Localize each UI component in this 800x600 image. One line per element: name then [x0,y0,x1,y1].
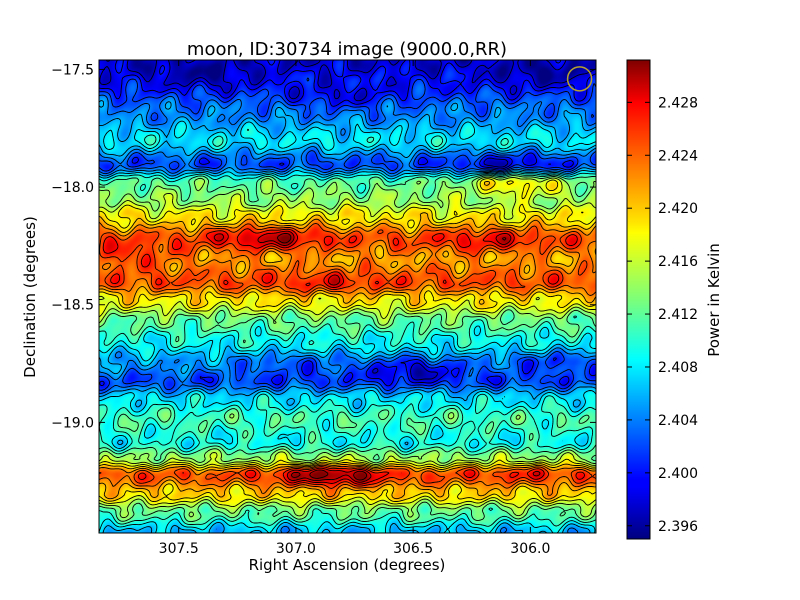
contour-line [99,120,596,533]
contour-line [99,176,596,509]
contour-line [213,230,541,483]
colorbar-tick-label: 2.424 [658,148,698,164]
y-axis-label: Declination (degrees) [21,216,39,378]
contour-line [99,178,596,503]
y-axis: −17.5 −18.0 −18.5 −19.0 [51,62,596,431]
y-tick-label: −18.5 [51,298,94,314]
x-axis-label: Right Ascension (degrees) [249,556,446,574]
x-axis: 307.5 307.0 306.5 306.0 [159,60,550,557]
contour-lines [99,60,596,533]
colorbar [626,59,651,540]
plot-frame [98,59,597,534]
colorbar-tick-label: 2.408 [658,360,698,376]
colorbar-tick-label: 2.412 [658,307,698,323]
contour-line [99,94,596,533]
colorbar-label: Power in Kelvin [705,243,723,357]
y-tick-label: −18.0 [51,180,94,196]
beam-marker [566,66,593,92]
contour-line [99,77,596,391]
colorbar-tick-label: 2.404 [658,413,698,429]
contour-line [99,218,596,498]
x-tick-label: 307.0 [276,541,316,557]
colorbar-tick-label: 2.400 [658,466,698,482]
contour-line [99,128,596,527]
colorbar-tick-label: 2.428 [658,95,698,111]
contour-line [99,173,596,523]
plot-area [99,60,596,533]
y-tick-label: −19.0 [51,415,94,431]
contour-line [102,228,586,485]
contour-line [276,232,507,481]
x-tick-label: 307.5 [159,541,199,557]
contour-line [99,60,596,387]
contour-line [99,180,596,501]
chart-title: moon, ID:30734 image (9000.0,RR) [187,39,507,60]
x-tick-label: 306.5 [393,541,433,557]
x-tick-label: 306.0 [510,541,550,557]
colorbar-tick-label: 2.416 [658,254,698,270]
colorbar-axis: 2.396 2.400 2.404 2.408 2.412 2.416 2.420 2.424… [627,95,698,535]
colorbar-tick-label: 2.396 [658,519,698,535]
y-tick-label: −17.5 [51,62,94,78]
contour-line [99,222,596,489]
colorbar-tick-label: 2.420 [658,201,698,217]
contour-line [99,60,596,381]
contour-line [99,175,596,519]
